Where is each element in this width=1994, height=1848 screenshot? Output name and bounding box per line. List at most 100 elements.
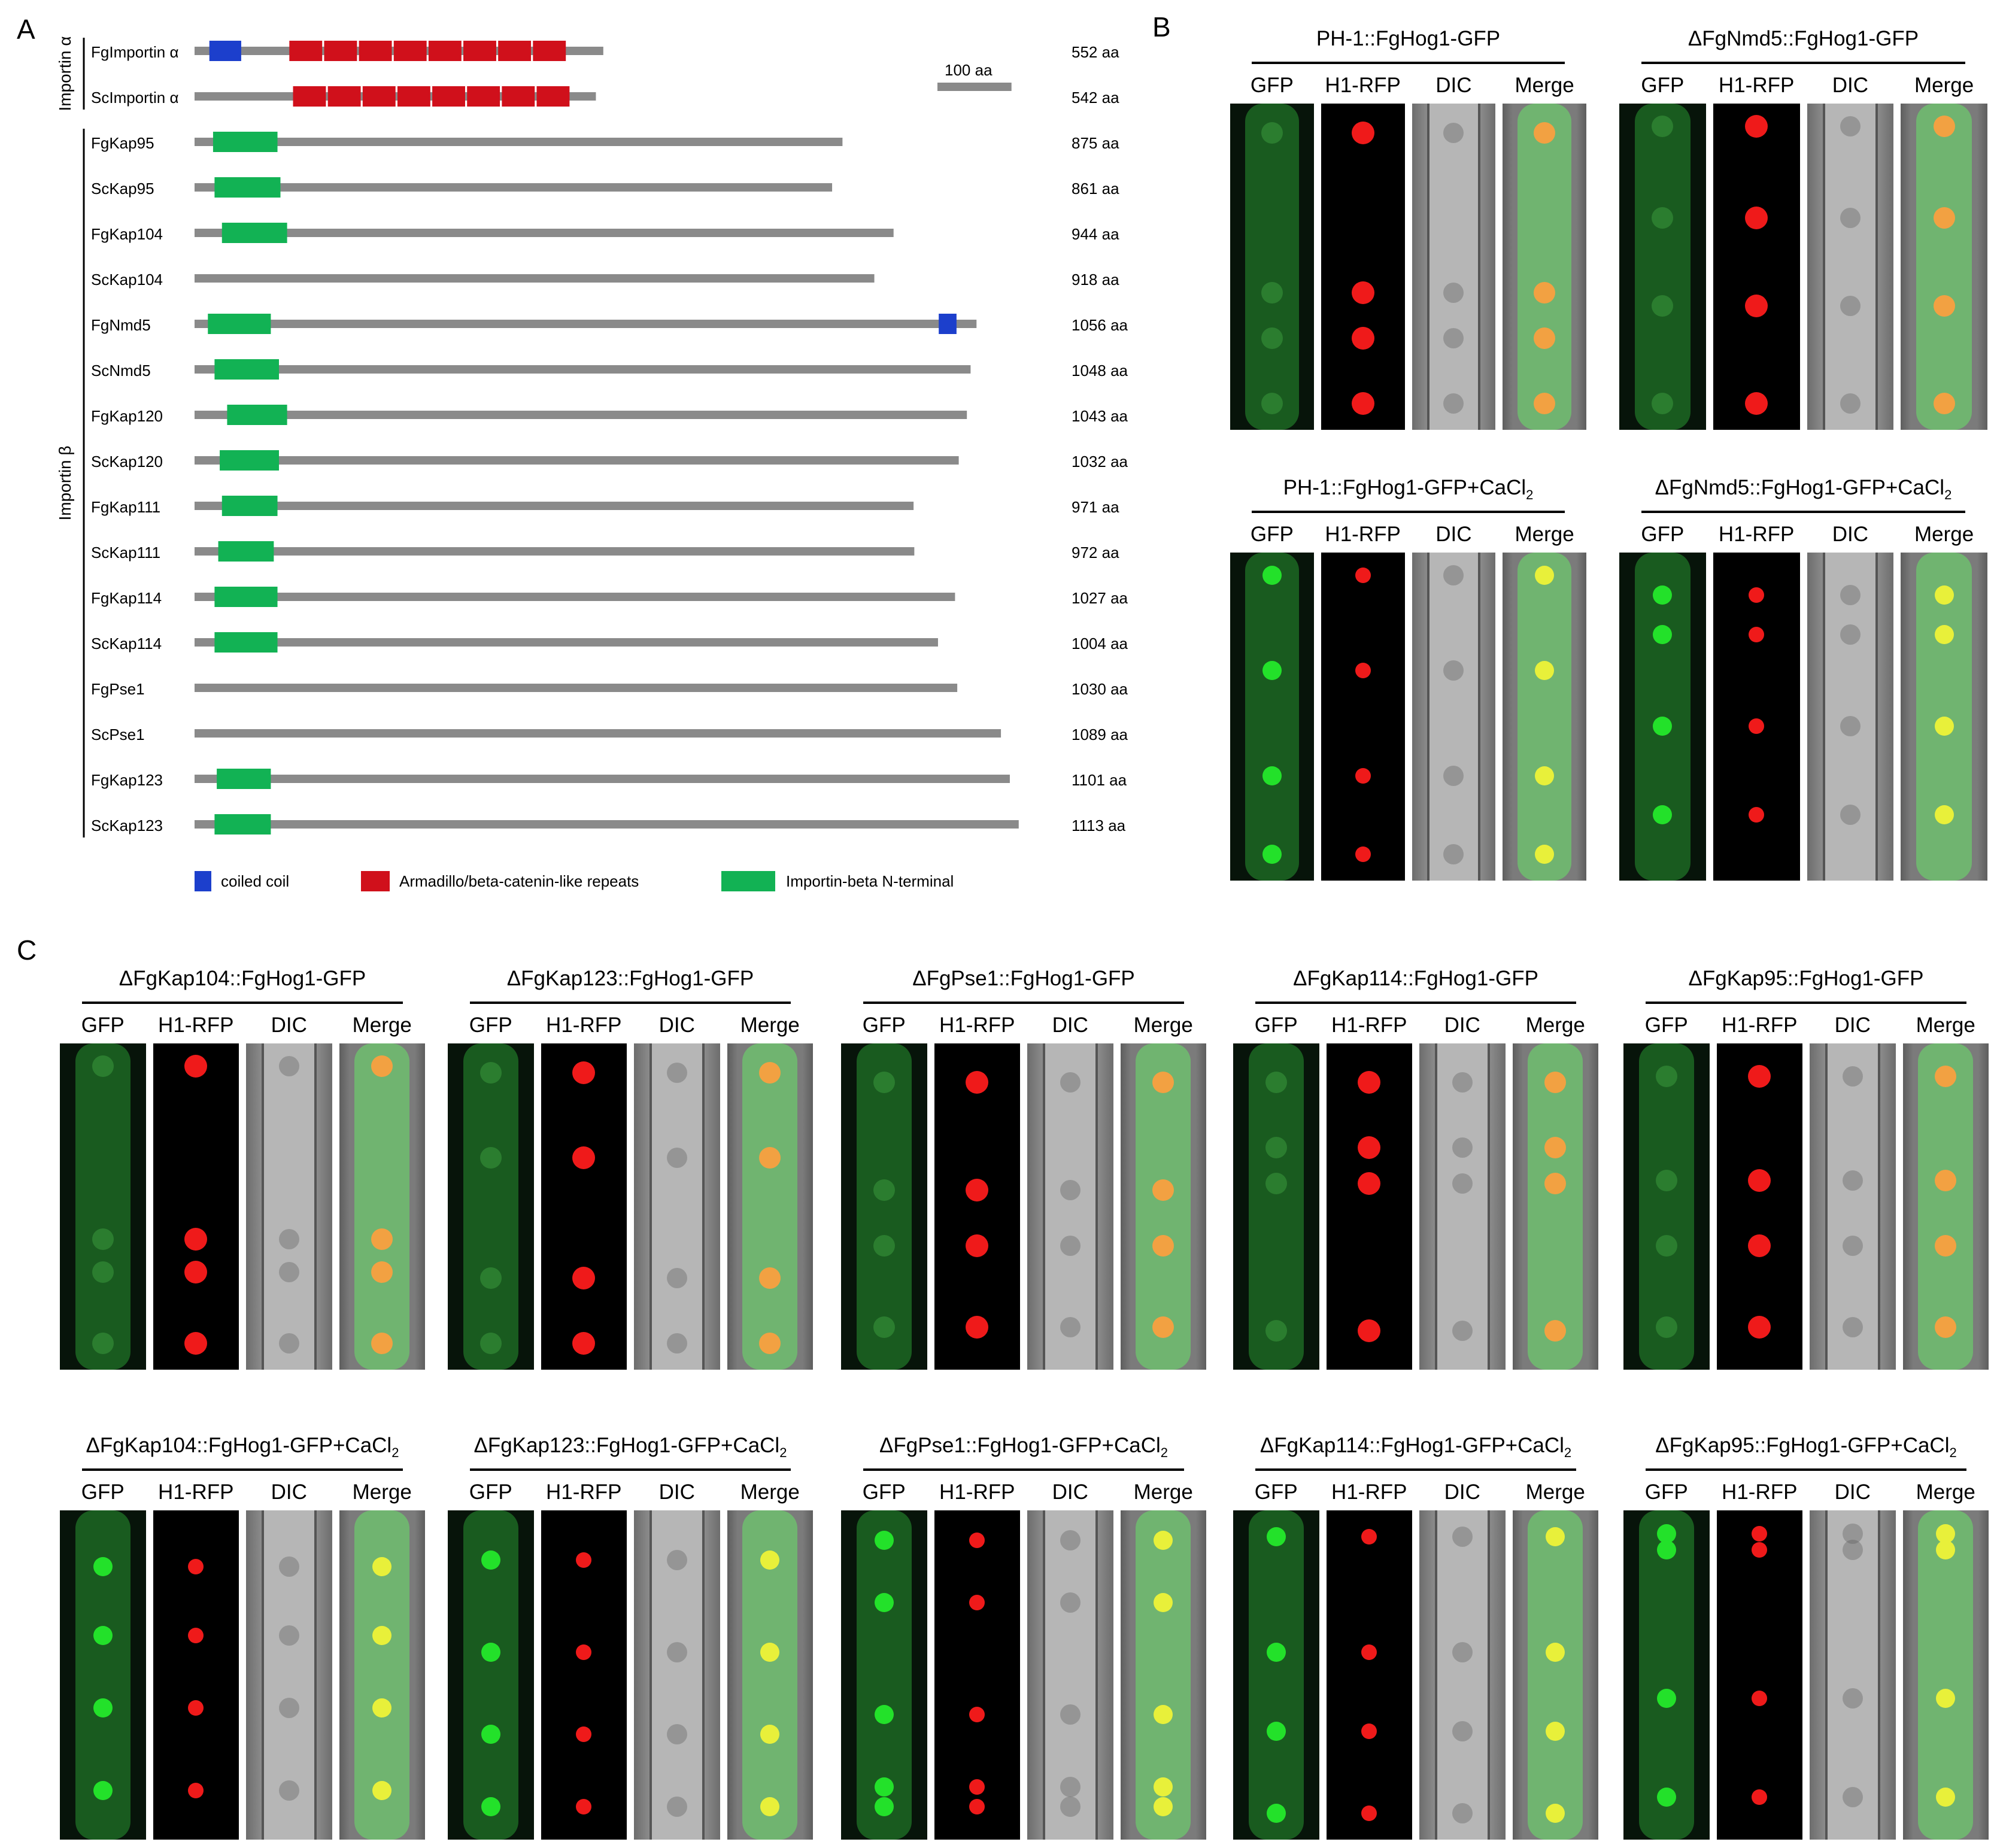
merged-signal	[1933, 393, 1955, 415]
nucleus-outline	[1452, 1720, 1473, 1741]
gfp-signal	[874, 1797, 894, 1816]
group-title: PH-1::FgHog1-GFP+CaCl2	[1230, 476, 1586, 503]
nucleus-outline	[1443, 765, 1464, 786]
micrograph-dic-image	[1807, 553, 1894, 881]
importin-beta-n-terminal-domain	[218, 541, 274, 562]
merged-signal	[372, 1698, 392, 1717]
merged-signal	[1154, 1705, 1173, 1724]
coiled-coil-domain	[209, 41, 241, 61]
protein-bar	[195, 684, 958, 692]
importin-beta-n-terminal-domain	[213, 132, 278, 152]
panel-c-top-group: ΔFgKap123::FgHog1-GFP GFP H1-RFP DIC Merge	[448, 967, 813, 1374]
gfp-signal	[1656, 1688, 1676, 1708]
hypha	[1635, 553, 1691, 881]
merged-signal	[1534, 282, 1556, 304]
nucleus-marker	[1749, 587, 1765, 603]
micrograph-gfp-image	[448, 1510, 534, 1840]
channel-label: Merge	[1525, 1013, 1585, 1037]
merged-signal	[1936, 1540, 1956, 1559]
merged-signal	[1936, 1524, 1956, 1543]
channel-label: H1-RFP	[1718, 74, 1795, 97]
merged-signal	[1152, 1179, 1174, 1201]
group-title-text: ΔFgKap114::FgHog1-GFP+CaCl	[1259, 1434, 1564, 1457]
nucleus-marker	[1745, 392, 1768, 415]
gfp-signal	[479, 1062, 502, 1084]
protein-name: ScImportin α	[91, 89, 179, 107]
hypha	[649, 1043, 705, 1370]
nucleus-outline	[1443, 328, 1464, 349]
group-title-subscript: 2	[1160, 1445, 1169, 1460]
protein-name: ScKap111	[91, 544, 160, 562]
micrograph-rfp-image	[934, 1510, 1020, 1840]
panel-letter-a: A	[17, 14, 35, 45]
nucleus-outline	[1452, 1803, 1473, 1823]
panel-c-bottom-group: ΔFgKap114::FgHog1-GFP+CaCl2 GFP H1-RFP DIC M…	[1233, 1434, 1598, 1844]
protein-bar	[195, 365, 971, 374]
merged-signal	[1935, 1169, 1957, 1191]
channel-label: DIC	[1832, 74, 1869, 97]
nucleus-outline	[278, 1780, 299, 1801]
armadillo-repeat-domain	[289, 41, 323, 61]
micrograph-gfp-image	[841, 1043, 927, 1370]
channel-label: DIC	[1435, 74, 1472, 97]
nucleus-marker	[576, 1552, 592, 1568]
protein-length: 971 aa	[1072, 498, 1119, 516]
channel-label: H1-RFP	[939, 1013, 1015, 1037]
group-title: PH-1::FgHog1-GFP	[1230, 27, 1586, 51]
protein-row: ScKap95 861 aa	[91, 177, 1119, 198]
nucleus-marker	[966, 1179, 989, 1202]
nucleus-marker	[572, 1146, 596, 1169]
micrograph-rfp-image	[934, 1043, 1020, 1370]
nucleus-outline	[666, 1797, 687, 1817]
group-title-text: ΔFgKap95::FgHog1-GFP	[1688, 967, 1924, 990]
protein-row: ScKap123 1113 aa	[91, 814, 1126, 835]
gfp-signal	[481, 1797, 500, 1816]
merged-signal	[1152, 1072, 1174, 1094]
hypha	[1042, 1043, 1098, 1370]
micrograph-gfp-image	[1619, 553, 1706, 881]
nucleus-marker	[572, 1061, 596, 1085]
group-title: ΔFgKap95::FgHog1-GFP+CaCl2	[1623, 1434, 1989, 1461]
gfp-signal	[873, 1179, 895, 1201]
nucleus-marker	[1355, 568, 1371, 584]
nucleus-outline	[1060, 1797, 1081, 1817]
group-title: ΔFgKap95::FgHog1-GFP	[1623, 967, 1989, 991]
nucleus-marker	[1351, 122, 1374, 145]
group-title-text: ΔFgPse1::FgHog1-GFP	[912, 967, 1135, 990]
armadillo-repeat-domain	[327, 86, 361, 107]
channel-label: Merge	[1916, 1013, 1975, 1037]
gfp-signal	[92, 1261, 114, 1283]
group-title-text: PH-1::FgHog1-GFP+CaCl	[1283, 476, 1526, 499]
gfp-signal	[479, 1333, 502, 1355]
hypha	[1245, 104, 1299, 430]
gfp-signal	[1655, 1234, 1677, 1257]
channel-label: Merge	[352, 1480, 412, 1504]
gfp-signal	[874, 1530, 894, 1550]
merged-signal	[1934, 717, 1954, 736]
protein-row: FgKap111 971 aa	[91, 496, 1119, 516]
micrograph-merge-image	[1902, 1043, 1989, 1370]
nucleus-marker	[1749, 718, 1765, 735]
group-title-subscript: 2	[1564, 1445, 1572, 1460]
armadillo-repeat-domain	[428, 41, 462, 61]
panel-c-bottom-group: ΔFgKap95::FgHog1-GFP+CaCl2 GFP H1-RFP DIC Me…	[1623, 1434, 1989, 1844]
channel-label: Merge	[1914, 74, 1974, 97]
protein-name: FgImportin α	[91, 43, 179, 61]
nucleus-outline	[278, 1556, 299, 1577]
merged-signal	[371, 1333, 393, 1355]
micrograph-rfp-image	[541, 1510, 627, 1840]
panel-c-top-group: ΔFgKap104::FgHog1-GFP GFP H1-RFP DIC Merge	[60, 967, 425, 1374]
merged-signal	[1535, 661, 1555, 681]
merged-signal	[1933, 207, 1955, 229]
micrograph-rfp-image	[1713, 553, 1800, 881]
nucleus-marker	[188, 1558, 204, 1574]
gfp-signal	[1265, 1173, 1287, 1195]
micrograph-dic-image	[1412, 104, 1496, 430]
protein-length: 1030 aa	[1072, 680, 1128, 698]
micrograph-rfp-image	[1326, 1043, 1412, 1370]
protein-bar	[195, 729, 1001, 738]
panel-c-top-group: ΔFgKap114::FgHog1-GFP GFP H1-RFP DIC Merge	[1233, 967, 1598, 1374]
micrograph-dic-image	[1027, 1043, 1113, 1370]
merged-signal	[760, 1797, 780, 1816]
panel-b-ph1-group: PH-1::FgHog1-GFP GFP H1-RFP DIC Merge	[1230, 27, 1586, 434]
